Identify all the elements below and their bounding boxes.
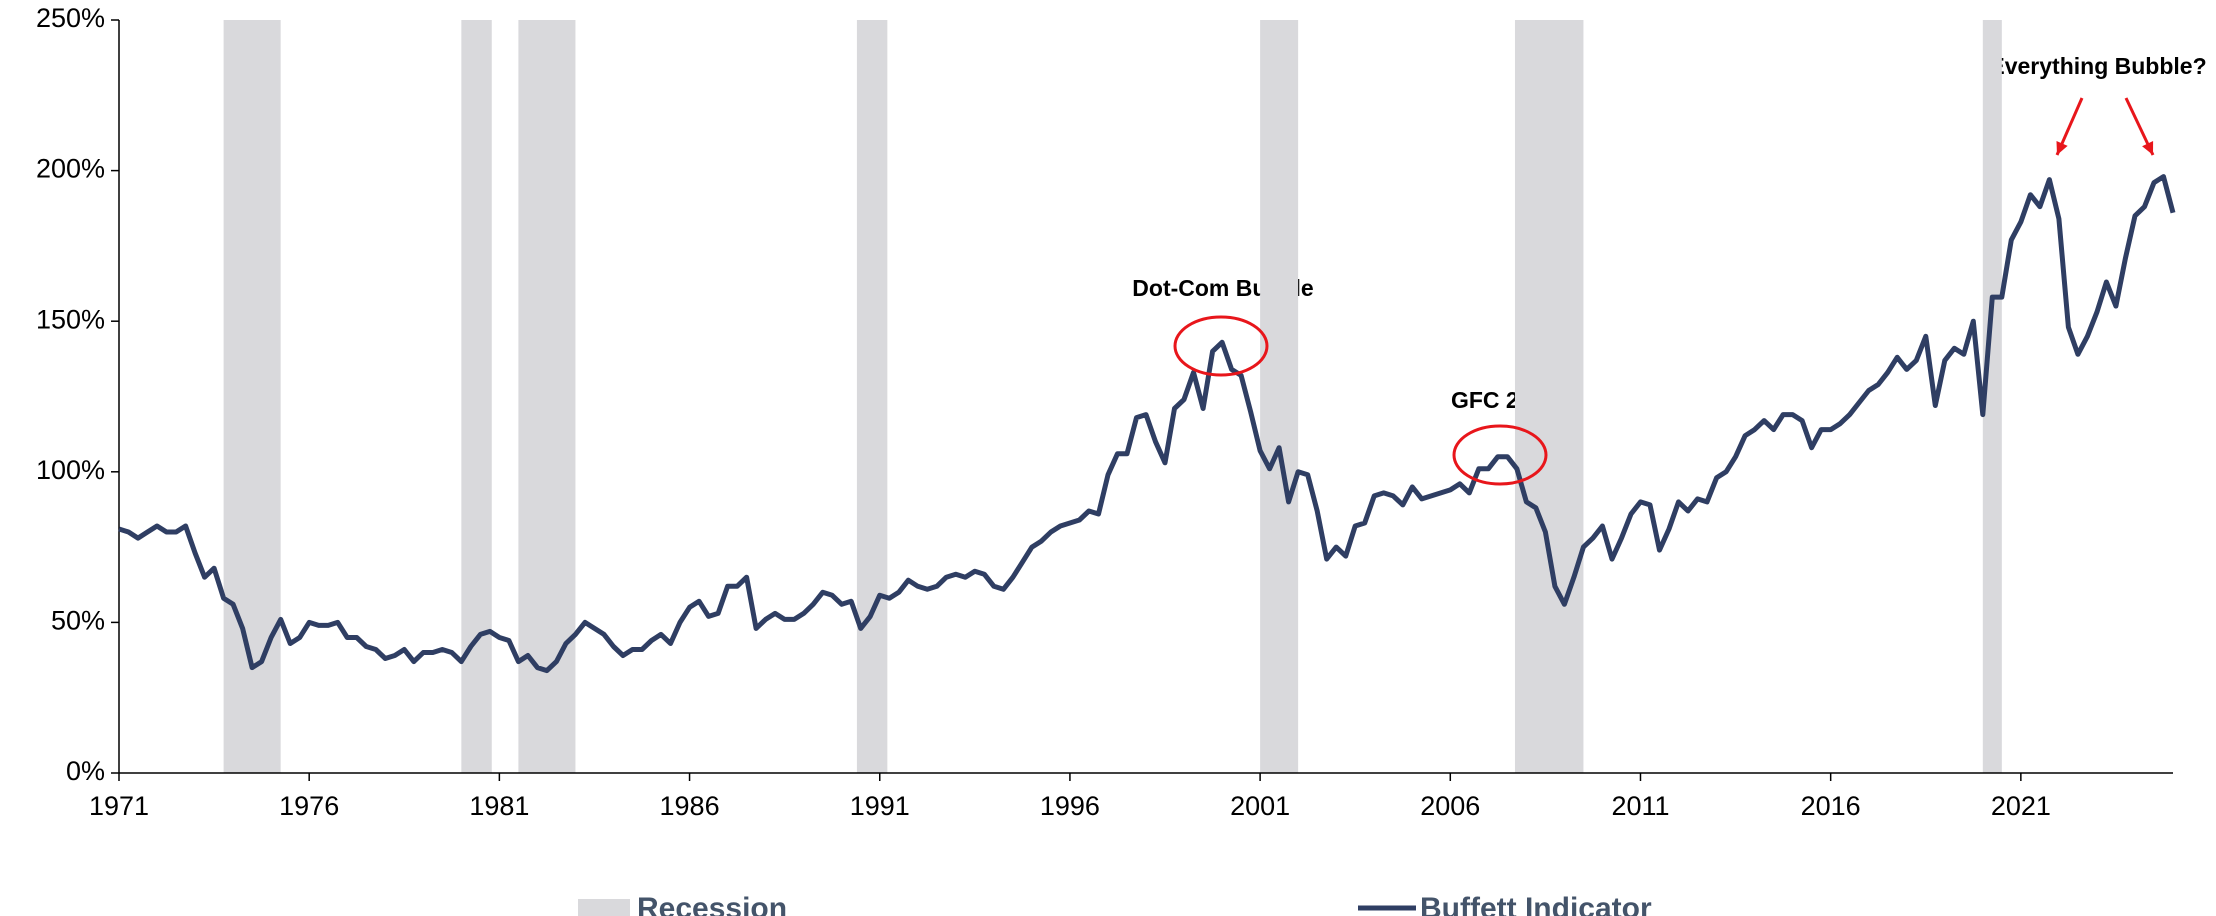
x-tick-label: 1991: [850, 791, 910, 821]
recession-band: [1982, 20, 2002, 773]
arrow-head: [2056, 141, 2068, 155]
recession-band: [461, 20, 492, 773]
y-tick-label: 0%: [66, 756, 105, 786]
legend-label: Buffett Indicator: [1420, 892, 1652, 916]
x-tick-label: 1976: [279, 791, 339, 821]
x-tick-label: 2006: [1420, 791, 1480, 821]
x-tick-label: 2001: [1230, 791, 1290, 821]
recession-band: [1514, 20, 1584, 773]
arrow-head: [2142, 141, 2154, 155]
annotation: Everything Bubble?: [1989, 53, 2206, 79]
x-tick-label: 2011: [1611, 791, 1669, 821]
x-tick-label: 1981: [469, 791, 529, 821]
x-tick-label: 1986: [660, 791, 720, 821]
highlight-circle: [1452, 424, 1548, 486]
recession-band: [223, 20, 281, 773]
recession-band: [1260, 20, 1299, 773]
y-tick-label: 150%: [36, 304, 105, 334]
y-tick-label: 50%: [51, 606, 105, 636]
y-tick-label: 100%: [36, 455, 105, 485]
x-tick-label: 1971: [89, 791, 149, 821]
line-series: [118, 174, 2176, 674]
y-tick-label: 200%: [36, 154, 105, 184]
legend-label: Recession: [637, 892, 787, 916]
highlight-circle: [1173, 315, 1269, 377]
x-tick-label: 2021: [1991, 791, 2051, 821]
recession-band: [856, 20, 888, 773]
y-tick-label: 250%: [36, 3, 105, 33]
legend-swatch: [578, 899, 630, 916]
x-tick-label: 2016: [1801, 791, 1861, 821]
x-tick-label: 1996: [1040, 791, 1100, 821]
recession-band: [518, 20, 576, 773]
